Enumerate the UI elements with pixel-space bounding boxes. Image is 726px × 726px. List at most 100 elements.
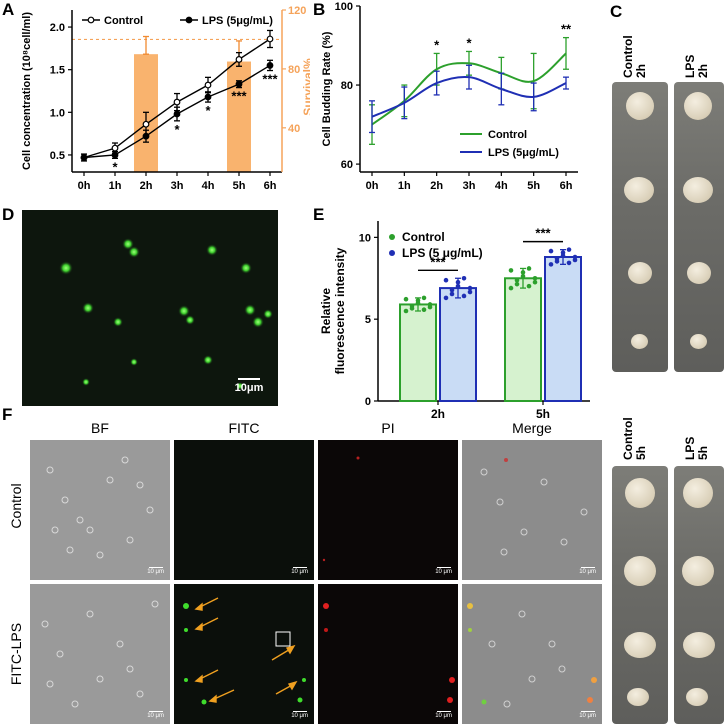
legend-label-0: Control — [488, 129, 527, 141]
data-point-0 — [526, 266, 532, 271]
y-tick-label: 100 — [335, 1, 353, 13]
series-point-1 — [80, 154, 88, 161]
y-axis-label-line2: fluorescence intensity — [333, 247, 347, 374]
data-point-1 — [566, 260, 572, 266]
data-point-0 — [421, 295, 427, 301]
micrograph-merge-control: 10 μm — [462, 440, 602, 580]
fluorescence-image-d: 10μm — [22, 210, 278, 406]
series-point-0 — [111, 144, 119, 152]
data-point-0 — [508, 268, 514, 273]
data-point-0 — [514, 277, 520, 283]
y-tick-label-left: 2.0 — [50, 22, 65, 34]
data-point-0 — [532, 275, 538, 281]
label-control-5h: Control 5h — [621, 417, 648, 460]
x-tick-label: 6h — [264, 180, 277, 192]
significance-mark: *** — [262, 72, 278, 87]
legend-marker-0 — [87, 16, 95, 24]
series-point-1 — [111, 151, 119, 159]
plate-control-5h — [612, 466, 668, 724]
y-tick-label-left: 0.5 — [50, 150, 65, 162]
x-tick-label: 0h — [78, 180, 91, 192]
x-tick-label: 2h — [431, 407, 445, 420]
data-point-0 — [409, 306, 415, 311]
micrograph-bf-control: 10 μm — [30, 440, 170, 580]
scale-bar: 10 μm — [579, 567, 596, 575]
column-header-pi: PI — [381, 420, 395, 436]
scale-bar: 10 μm — [147, 711, 164, 719]
bar-1-5h — [544, 256, 582, 402]
y-tick-label-right: 40 — [288, 123, 300, 135]
significance-mark: * — [112, 159, 118, 174]
y-axis-label: Cell Budding Rate (%) — [321, 31, 333, 146]
y-tick-label-right: 120 — [288, 5, 306, 17]
data-point-1 — [449, 291, 455, 297]
data-point-0 — [514, 281, 520, 287]
significance-mark: *** — [231, 89, 247, 104]
y-tick-label-left: 1.0 — [50, 107, 65, 119]
significance-mark: * — [434, 37, 440, 52]
scale-bar: 10 μm — [435, 567, 452, 575]
data-point-0 — [508, 285, 514, 291]
bar-0-2h — [399, 303, 437, 402]
data-point-0 — [427, 304, 433, 310]
x-tick-label: 1h — [398, 180, 411, 192]
panel-letter-d: D — [2, 205, 15, 224]
panel-letter-b: B — [313, 0, 326, 19]
x-tick-label: 4h — [202, 180, 215, 192]
label-control-2h: Control 2h — [621, 35, 648, 78]
bar-1-2h — [439, 287, 477, 402]
y-axis-label-right: Survival% — [301, 58, 310, 116]
data-point-0 — [415, 300, 421, 306]
scale-bar: 10 μm — [579, 711, 596, 719]
legend-label-1: LPS (5 μg/mL) — [402, 246, 483, 260]
micrograph-merge-fitc-lps: 10 μm — [462, 584, 602, 724]
legend-label-0: Control — [402, 230, 445, 244]
data-point-1 — [443, 277, 449, 283]
y-tick-label: 80 — [341, 80, 353, 92]
legend-label-1: LPS (5μg/mL) — [202, 15, 273, 27]
y-tick-label-right: 80 — [288, 64, 300, 76]
scale-bar: 10 μm — [291, 711, 308, 719]
data-point-1 — [554, 259, 560, 264]
panel-letter-f: F — [2, 405, 13, 424]
label-lps-5h: LPS 5h — [683, 436, 710, 460]
y-tick-label-left: 1.5 — [50, 65, 65, 77]
x-tick-label: 3h — [463, 180, 476, 192]
column-header-merge: Merge — [512, 420, 552, 436]
series-point-1 — [266, 62, 274, 69]
x-tick-label: 2h — [140, 180, 153, 192]
panel-letter-a: A — [2, 0, 15, 19]
significance-mark: * — [466, 35, 472, 50]
x-tick-label: 1h — [109, 180, 122, 192]
y-tick-label: 0 — [365, 396, 371, 408]
data-point-0 — [421, 307, 427, 312]
scale-bar: 10 μm — [147, 567, 164, 575]
chart-b: 60 80 100 0h 1h 2h 3h 4h 5h 6h Cell Budding Rate (… — [321, 1, 578, 192]
scale-bar: 10 μm — [435, 711, 452, 719]
data-point-0 — [520, 270, 526, 275]
data-point-1 — [548, 248, 554, 254]
chart-a: 0.5 1.0 1.5 2.0 40 80 120 0h 1h 2h 3h 4h 5h 6h Cell co… — [21, 5, 310, 192]
data-point-1 — [461, 293, 467, 299]
data-point-1 — [443, 295, 449, 301]
plate-lps-5h — [674, 466, 724, 724]
micrograph-fitc-fitc-lps: 10 μm — [174, 584, 314, 724]
row-label-fitc-lps: FITC-LPS — [8, 622, 24, 686]
x-tick-label: 3h — [171, 180, 184, 192]
series-point-0 — [142, 120, 150, 128]
legend-label-0: Control — [104, 15, 143, 27]
column-header-fitc: FITC — [228, 420, 260, 436]
panel-letter-c: C — [610, 2, 623, 21]
legend-marker-1 — [185, 16, 193, 24]
data-point-1 — [467, 285, 473, 291]
y-axis-label-left: Cell concentration (10⁸cell/ml) — [21, 12, 33, 170]
legend-marker-0 — [389, 234, 395, 240]
series-point-0 — [204, 81, 212, 89]
significance-mark: *** — [430, 254, 446, 269]
x-tick-label: 0h — [366, 180, 379, 192]
y-tick-label: 10 — [359, 232, 371, 244]
data-point-1 — [455, 279, 461, 285]
legend-marker-1 — [389, 250, 395, 256]
series-point-0 — [235, 56, 243, 63]
series-point-0 — [173, 98, 181, 106]
